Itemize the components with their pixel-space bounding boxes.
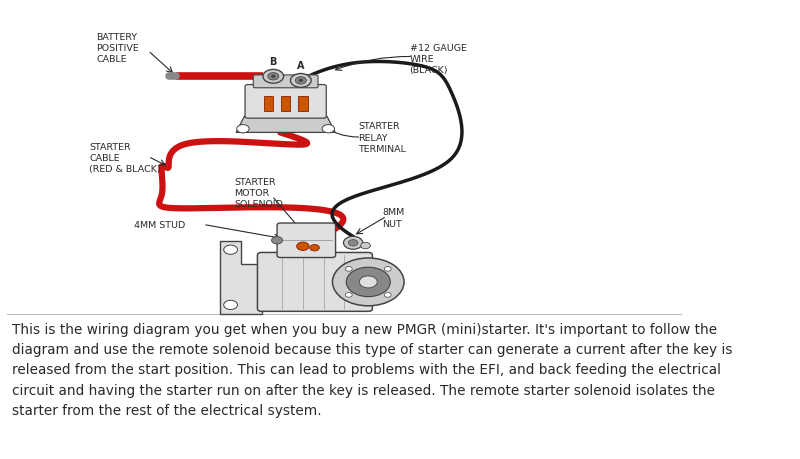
Circle shape [263,70,283,84]
FancyBboxPatch shape [258,253,372,312]
Circle shape [224,246,238,255]
Circle shape [333,258,404,306]
Circle shape [268,73,278,81]
Circle shape [295,78,306,85]
Bar [264,97,274,112]
Bar [281,97,290,112]
Text: This is the wiring diagram you get when you buy a new PMGR (mini)starter. It's i: This is the wiring diagram you get when … [12,323,733,417]
Text: BATTERY
POSITIVE
CABLE: BATTERY POSITIVE CABLE [96,33,139,64]
Circle shape [359,276,378,288]
Circle shape [346,268,390,297]
Text: STARTER
RELAY
TERMINAL: STARTER RELAY TERMINAL [358,122,406,153]
Circle shape [343,237,362,250]
Bar [298,97,308,112]
Circle shape [237,125,249,134]
Circle shape [361,243,370,249]
Circle shape [310,245,319,252]
Text: 4MM STUD: 4MM STUD [134,220,186,230]
FancyBboxPatch shape [254,76,318,89]
Circle shape [384,267,391,272]
Circle shape [290,74,311,88]
Circle shape [346,293,352,297]
Text: #12 GAUGE
WIRE
(BLACK): #12 GAUGE WIRE (BLACK) [410,44,466,75]
Circle shape [384,293,391,297]
Text: A: A [297,61,305,71]
Text: STARTER
MOTOR
SOLENOID: STARTER MOTOR SOLENOID [234,177,283,208]
Circle shape [348,240,358,246]
FancyBboxPatch shape [245,85,326,119]
Circle shape [297,242,309,251]
Text: 8MM
NUT: 8MM NUT [382,208,404,228]
Circle shape [224,301,238,310]
Polygon shape [236,117,335,133]
Circle shape [346,267,352,272]
Text: STARTER
CABLE
(RED & BLACK): STARTER CABLE (RED & BLACK) [90,143,161,174]
Circle shape [271,237,282,244]
Polygon shape [220,241,262,314]
Circle shape [298,80,303,83]
Text: B: B [270,57,277,67]
Circle shape [322,125,334,134]
FancyBboxPatch shape [277,224,335,258]
Circle shape [271,76,275,78]
